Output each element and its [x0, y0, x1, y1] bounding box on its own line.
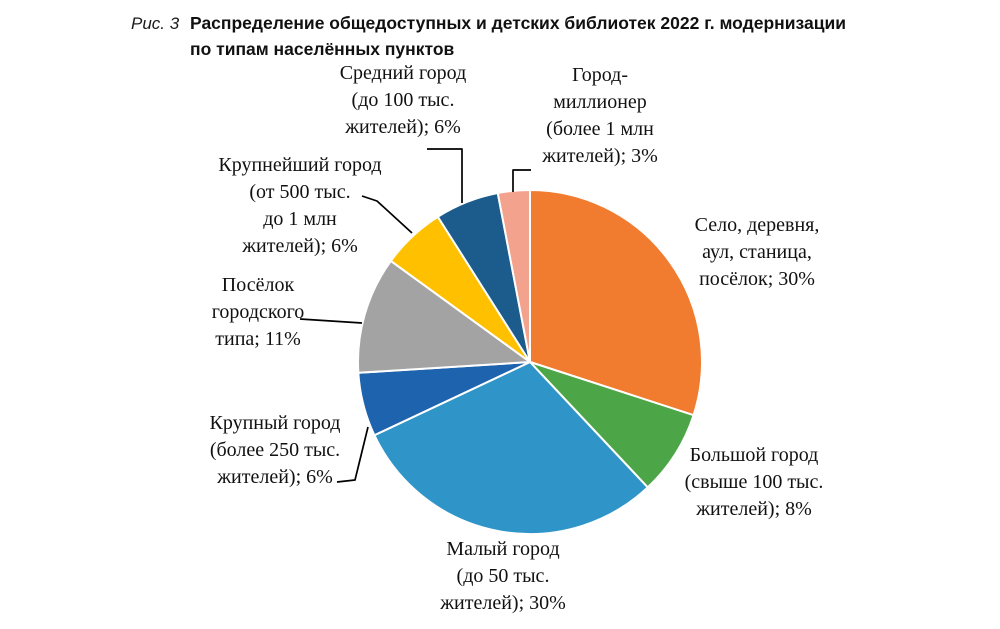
slice-label-millioner: Город- миллионер (более 1 млн жителей); … — [542, 64, 658, 167]
pie-slice-pgt — [357, 259, 531, 374]
figure-number: Рис. 3 — [131, 14, 180, 33]
leader-line-krupny — [336, 426, 369, 483]
slice-label-krupneyshiy: Крупнейший город (от 500 тыс. до 1 млн ж… — [218, 154, 382, 257]
pie-slice-maly — [373, 361, 649, 535]
leader-line-krupneyshiy — [361, 195, 413, 234]
pie-slices — [357, 189, 703, 535]
slice-label-maly: Малый город (до 50 тыс. жителей); 30% — [440, 538, 566, 614]
slice-label-krupny: Крупный город (более 250 тыс. жителей); … — [209, 412, 341, 488]
leader-line-sredniy — [427, 148, 463, 203]
slice-label-bolshoy: Большой город (свыше 100 тыс. жителей); … — [684, 444, 824, 520]
leader-line-pgt — [299, 318, 363, 324]
slice-label-sredniy: Средний город (до 100 тыс. жителей); 6% — [339, 62, 467, 138]
leader-lines — [299, 148, 531, 483]
pie-slice-selo — [529, 189, 703, 417]
leader-line-millioner — [512, 169, 531, 192]
slice-label-pgt: Посёлок городского типа; 11% — [211, 274, 305, 350]
slice-label-selo: Село, деревня, аул, станица, посёлок; 30… — [694, 214, 820, 290]
figure-title: Распределение общедоступных и детских би… — [190, 13, 846, 59]
